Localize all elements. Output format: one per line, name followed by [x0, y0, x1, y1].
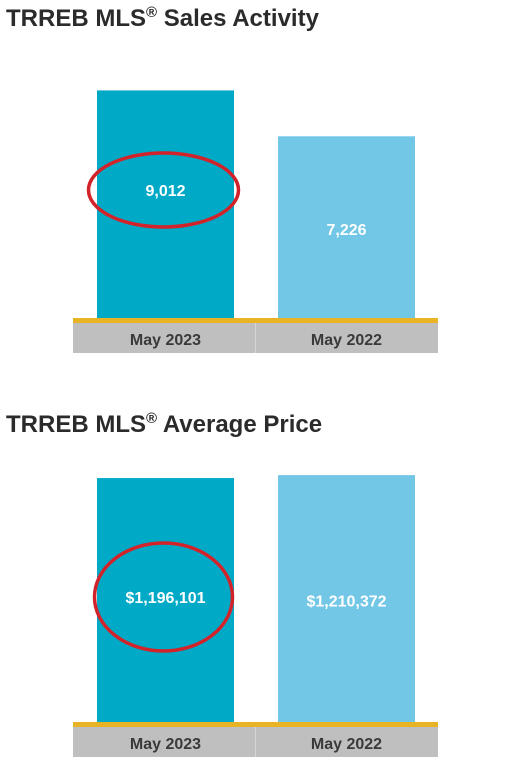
average-price-chart: $1,196,101 $1,210,372 May 2023 May 2022 — [73, 475, 438, 757]
sales-activity-chart: 9,012 7,226 May 2023 May 2022 — [73, 90, 438, 353]
tick-label-may-2023: May 2023 — [130, 332, 201, 349]
highlight-circle — [92, 541, 235, 653]
average-price-title: TRREB MLS® Average Price — [6, 410, 323, 439]
highlight-circle — [86, 151, 241, 229]
registered-mark: ® — [146, 4, 158, 21]
bar-may-2023 — [97, 90, 234, 322]
tick-label-may-2022: May 2022 — [311, 736, 382, 753]
bar-may-2022 — [278, 136, 415, 322]
data-label-may-2023: 9,012 — [145, 183, 185, 200]
bar-may-2023 — [97, 478, 234, 726]
data-label-may-2022: $1,210,372 — [306, 594, 386, 611]
sales-activity-title: TRREB MLS® Sales Activity — [6, 4, 319, 33]
tick-label-may-2022: May 2022 — [311, 332, 382, 349]
average-price-title-suffix: Average Price — [157, 411, 323, 438]
axis-line — [73, 318, 438, 323]
average-price-title-main: TRREB MLS — [6, 411, 146, 438]
tick-label-may-2023: May 2023 — [130, 736, 201, 753]
data-label-may-2022: 7,226 — [326, 222, 366, 239]
axis-line — [73, 722, 438, 727]
sales-activity-title-main: TRREB MLS — [6, 5, 146, 32]
data-label-may-2023: $1,196,101 — [125, 590, 205, 607]
sales-activity-title-suffix: Sales Activity — [157, 5, 319, 32]
bar-may-2022 — [278, 475, 415, 726]
registered-mark: ® — [146, 410, 158, 427]
